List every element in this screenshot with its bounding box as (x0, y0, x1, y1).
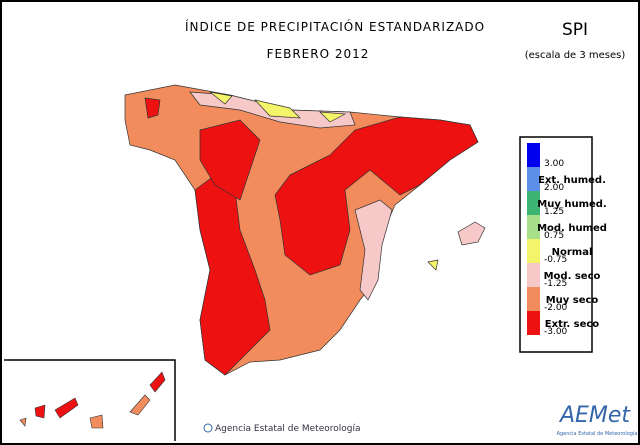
legend-threshold: 3.00 (544, 159, 564, 169)
legend-swatch (527, 239, 540, 263)
legend-swatch (527, 143, 540, 167)
legend-swatch (527, 215, 540, 239)
legend-threshold: -0.75 (544, 255, 567, 265)
subtitle: FEBRERO 2012 (267, 47, 370, 61)
legend-threshold: -3.00 (544, 327, 568, 337)
legend-swatch (527, 167, 540, 191)
index-name: SPI (562, 20, 588, 40)
logo: AEMet (558, 403, 631, 428)
canary-inset (4, 359, 176, 441)
legend-class: Normal (552, 247, 593, 258)
region-normal-north (209, 91, 347, 123)
credit-icon (203, 423, 213, 433)
legend-class: Extr. seco (545, 319, 600, 330)
legend-threshold: 1.25 (544, 207, 564, 217)
index-scale: (escala de 3 meses) (525, 50, 626, 61)
legend-swatch (527, 311, 540, 335)
legend-class: Muy seco (546, 295, 599, 306)
balearics (457, 221, 486, 246)
legend-swatch (527, 263, 540, 287)
legend-threshold: 0.75 (544, 231, 564, 241)
legend-class: Mod. humed (537, 223, 607, 234)
legend-swatch (527, 191, 540, 215)
title: ÍNDICE DE PRECIPITACIÓN ESTANDARIZADO (185, 19, 485, 34)
legend-swatch (527, 287, 540, 311)
credit: Agencia Estatal de Meteorología (215, 424, 361, 434)
region-extr-seco-galicia (144, 97, 161, 119)
legend-class: Muy humed. (537, 199, 606, 210)
region-mod-seco-east (354, 199, 393, 301)
logo-caption: Agencia Estatal de Meteorología (557, 430, 638, 437)
region-extr-seco-northwest (199, 119, 261, 201)
legend-class: Ext. humed. (538, 175, 606, 186)
legend: Ext. humed. Muy humed. Mod. humed Normal Mod… (527, 143, 607, 337)
region-extr-seco-center (274, 116, 479, 276)
legend-threshold: -2.00 (544, 303, 568, 313)
spain-map (124, 84, 486, 376)
legend-class: Mod. seco (544, 271, 601, 282)
ibiza (427, 259, 439, 271)
legend-threshold: 2.00 (544, 183, 564, 193)
legend-threshold: -1.25 (544, 279, 567, 289)
